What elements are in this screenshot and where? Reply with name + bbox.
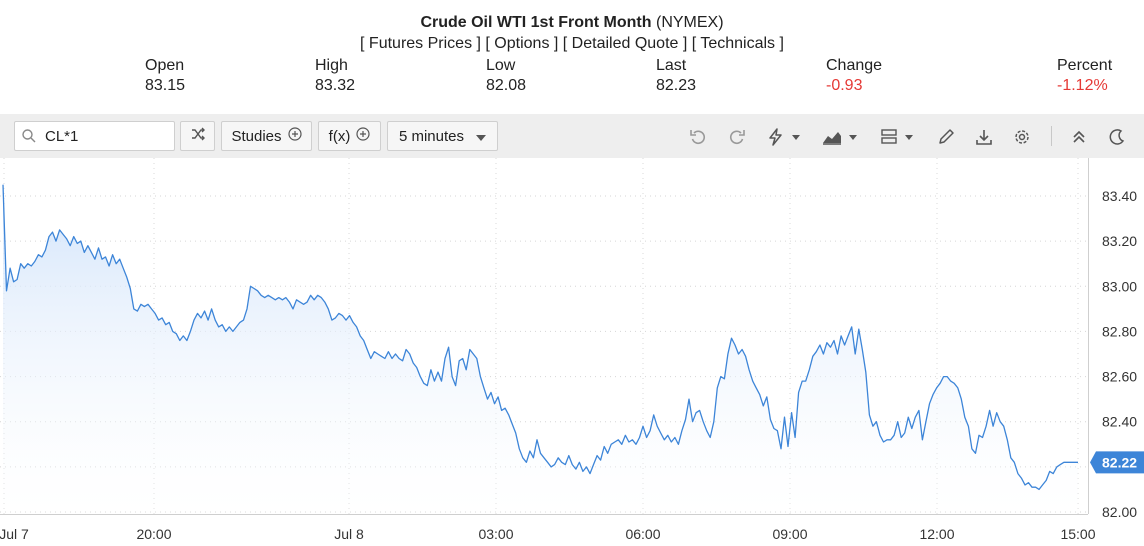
link-options[interactable]: [ Options ]: [485, 35, 559, 52]
x-tick-label: Jul 8: [334, 526, 364, 542]
collapse-icon[interactable]: [1068, 126, 1090, 148]
interval-label: 5 minutes: [398, 127, 465, 145]
chart-title: Crude Oil WTI 1st Front Month (NYMEX): [0, 14, 1144, 32]
y-tick-label: 82.60: [1102, 369, 1137, 385]
x-tick-label: 06:00: [625, 526, 660, 542]
link-technicals[interactable]: [ Technicals ]: [691, 35, 784, 52]
stat-low-label: Low: [486, 57, 516, 74]
chart-toolbar: CL*1 Studies f(x) 5 minutes: [0, 114, 1144, 158]
symbol-value: CL*1: [45, 128, 79, 145]
stat-last: Last 82.23: [656, 56, 696, 96]
toolbar-divider: [1051, 126, 1052, 146]
gear-icon[interactable]: [1011, 126, 1033, 148]
price-chart[interactable]: 83.4083.2083.0082.8082.6082.4082.2082.00…: [0, 158, 1144, 546]
x-tick-label: 15:00: [1060, 526, 1095, 542]
symbol-search-input[interactable]: CL*1: [14, 121, 175, 151]
lightning-icon[interactable]: [764, 126, 804, 148]
compare-button[interactable]: [180, 121, 215, 151]
y-tick-label: 83.00: [1102, 278, 1137, 294]
caret-down-icon: [476, 128, 487, 145]
last-price-badge: [1090, 451, 1144, 474]
x-tick-label: Jul 7: [0, 526, 29, 542]
theme-toggle-icon[interactable]: [1106, 126, 1128, 148]
stat-low: Low 82.08: [486, 56, 526, 96]
x-tick-label: 12:00: [919, 526, 954, 542]
undo-icon[interactable]: [687, 126, 709, 148]
download-icon[interactable]: [973, 126, 995, 148]
link-futures-prices[interactable]: [ Futures Prices ]: [360, 35, 481, 52]
stat-last-label: Last: [656, 57, 687, 74]
fx-button[interactable]: f(x): [318, 121, 381, 151]
x-tick-label: 03:00: [478, 526, 513, 542]
stat-high: High 83.32: [315, 56, 355, 96]
studies-button[interactable]: Studies: [221, 121, 312, 151]
title-exchange: (NYMEX): [655, 14, 724, 31]
plus-circle-icon: [356, 127, 370, 145]
pencil-icon[interactable]: [935, 126, 957, 148]
stat-low-value: 82.08: [486, 77, 527, 94]
stat-percent: Percent -1.12%: [1057, 56, 1112, 96]
y-tick-label: 82.00: [1102, 504, 1137, 520]
title-instrument: Crude Oil WTI 1st Front Month: [420, 14, 652, 31]
y-tick-label: 82.40: [1102, 414, 1137, 430]
stat-change-value: -0.93: [826, 77, 863, 94]
stat-change: Change -0.93: [826, 56, 882, 96]
shuffle-icon: [190, 126, 206, 146]
price-line: [2, 184, 1078, 491]
link-detailed-quote[interactable]: [ Detailed Quote ]: [562, 35, 688, 52]
last-price-label: 82.22: [1102, 454, 1137, 470]
template-icon[interactable]: [878, 126, 918, 148]
y-tick-label: 83.40: [1102, 188, 1137, 204]
chart-svg: 83.4083.2083.0082.8082.6082.4082.2082.00…: [0, 158, 1144, 542]
stat-last-value: 82.23: [656, 77, 697, 94]
quote-links: [ Futures Prices ] [ Options ] [ Detaile…: [0, 35, 1144, 53]
plus-circle-icon: [287, 127, 302, 145]
y-tick-label: 83.20: [1102, 233, 1137, 249]
price-area: [3, 184, 1078, 514]
y-tick-label: 82.80: [1102, 323, 1137, 339]
stat-percent-label: Percent: [1057, 57, 1113, 74]
stat-open-value: 83.15: [145, 77, 186, 94]
x-tick-label: 09:00: [772, 526, 807, 542]
redo-icon[interactable]: [726, 126, 748, 148]
studies-label: Studies: [231, 127, 282, 145]
stat-open-label: Open: [145, 57, 185, 74]
stat-change-label: Change: [826, 57, 883, 74]
stat-percent-value: -1.12%: [1057, 77, 1108, 94]
fx-label: f(x): [328, 127, 351, 145]
x-tick-label: 20:00: [136, 526, 171, 542]
search-icon: [21, 128, 37, 144]
stat-high-value: 83.32: [315, 77, 356, 94]
stat-open: Open 83.15: [145, 56, 185, 96]
stat-high-label: High: [315, 57, 348, 74]
interval-select[interactable]: 5 minutes: [387, 121, 498, 151]
chart-type-icon[interactable]: [820, 126, 862, 148]
